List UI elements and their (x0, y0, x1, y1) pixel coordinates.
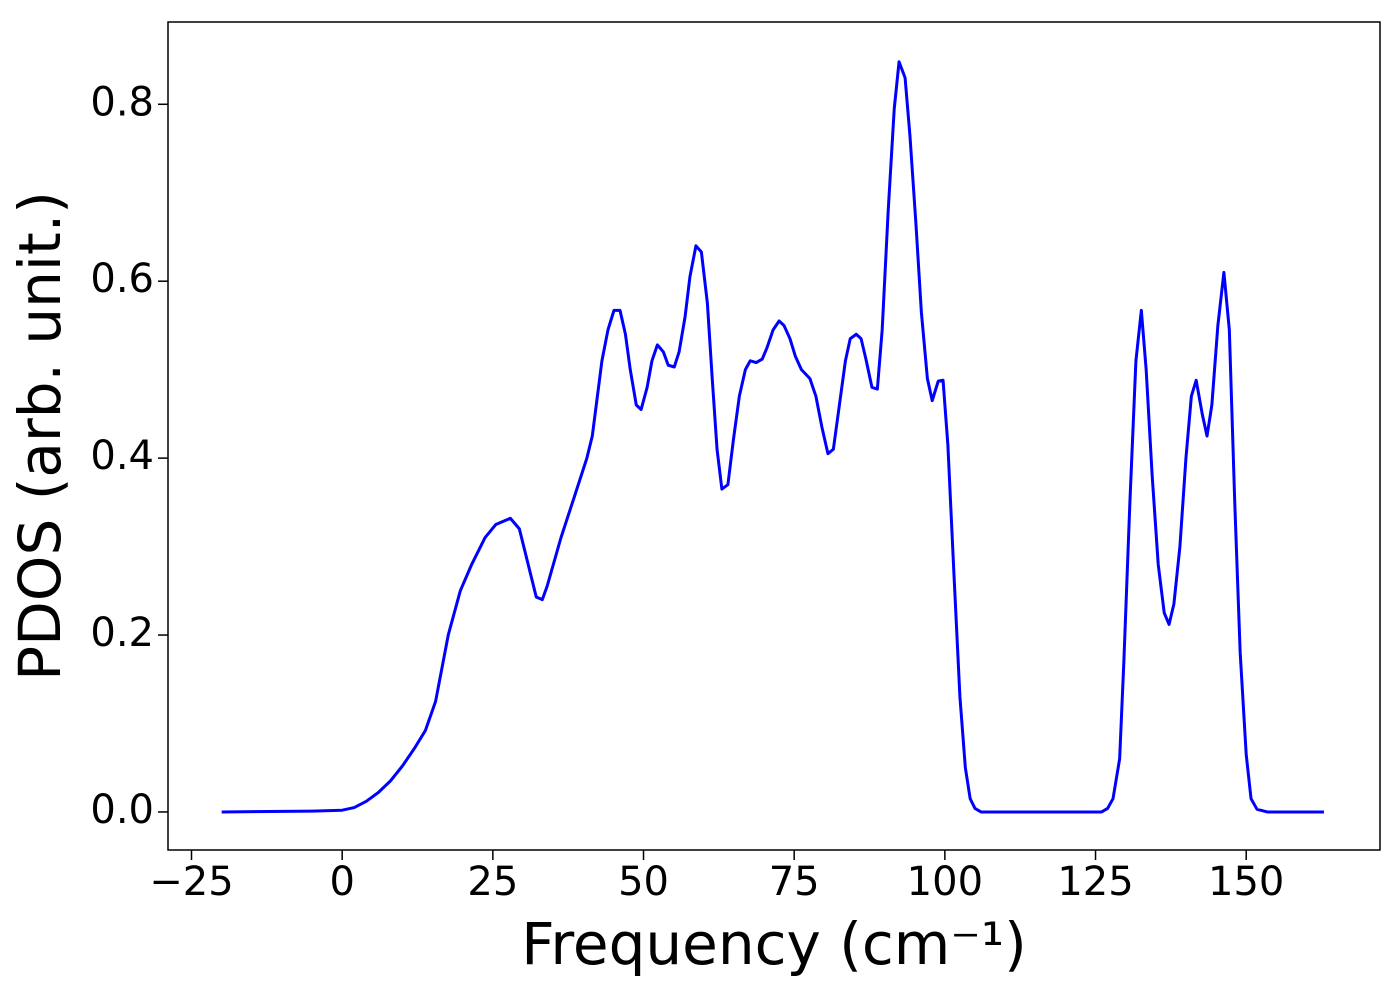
y-axis-label: PDOS (arb. unit.) (6, 191, 74, 681)
x-axis-label: Frequency (cm⁻¹) (521, 910, 1027, 978)
y-tick-label: 0.8 (90, 79, 154, 125)
x-tick-label: 100 (907, 859, 983, 905)
x-tick-label: 125 (1057, 859, 1133, 905)
x-tick-label: 0 (329, 859, 354, 905)
x-tick-label: 50 (618, 859, 669, 905)
x-tick-label: 75 (769, 859, 820, 905)
plot-frame (167, 21, 1381, 851)
line (221, 60, 1324, 814)
x-tick-label: 25 (467, 859, 518, 905)
x-tick-label: −25 (149, 859, 233, 905)
x-tick-label: 150 (1208, 859, 1284, 905)
y-tick-label: 0.4 (90, 433, 154, 479)
y-tick-label: 0.2 (90, 610, 154, 656)
y-tick-label: 0.6 (90, 256, 154, 302)
y-tick-label: 0.0 (90, 787, 154, 833)
